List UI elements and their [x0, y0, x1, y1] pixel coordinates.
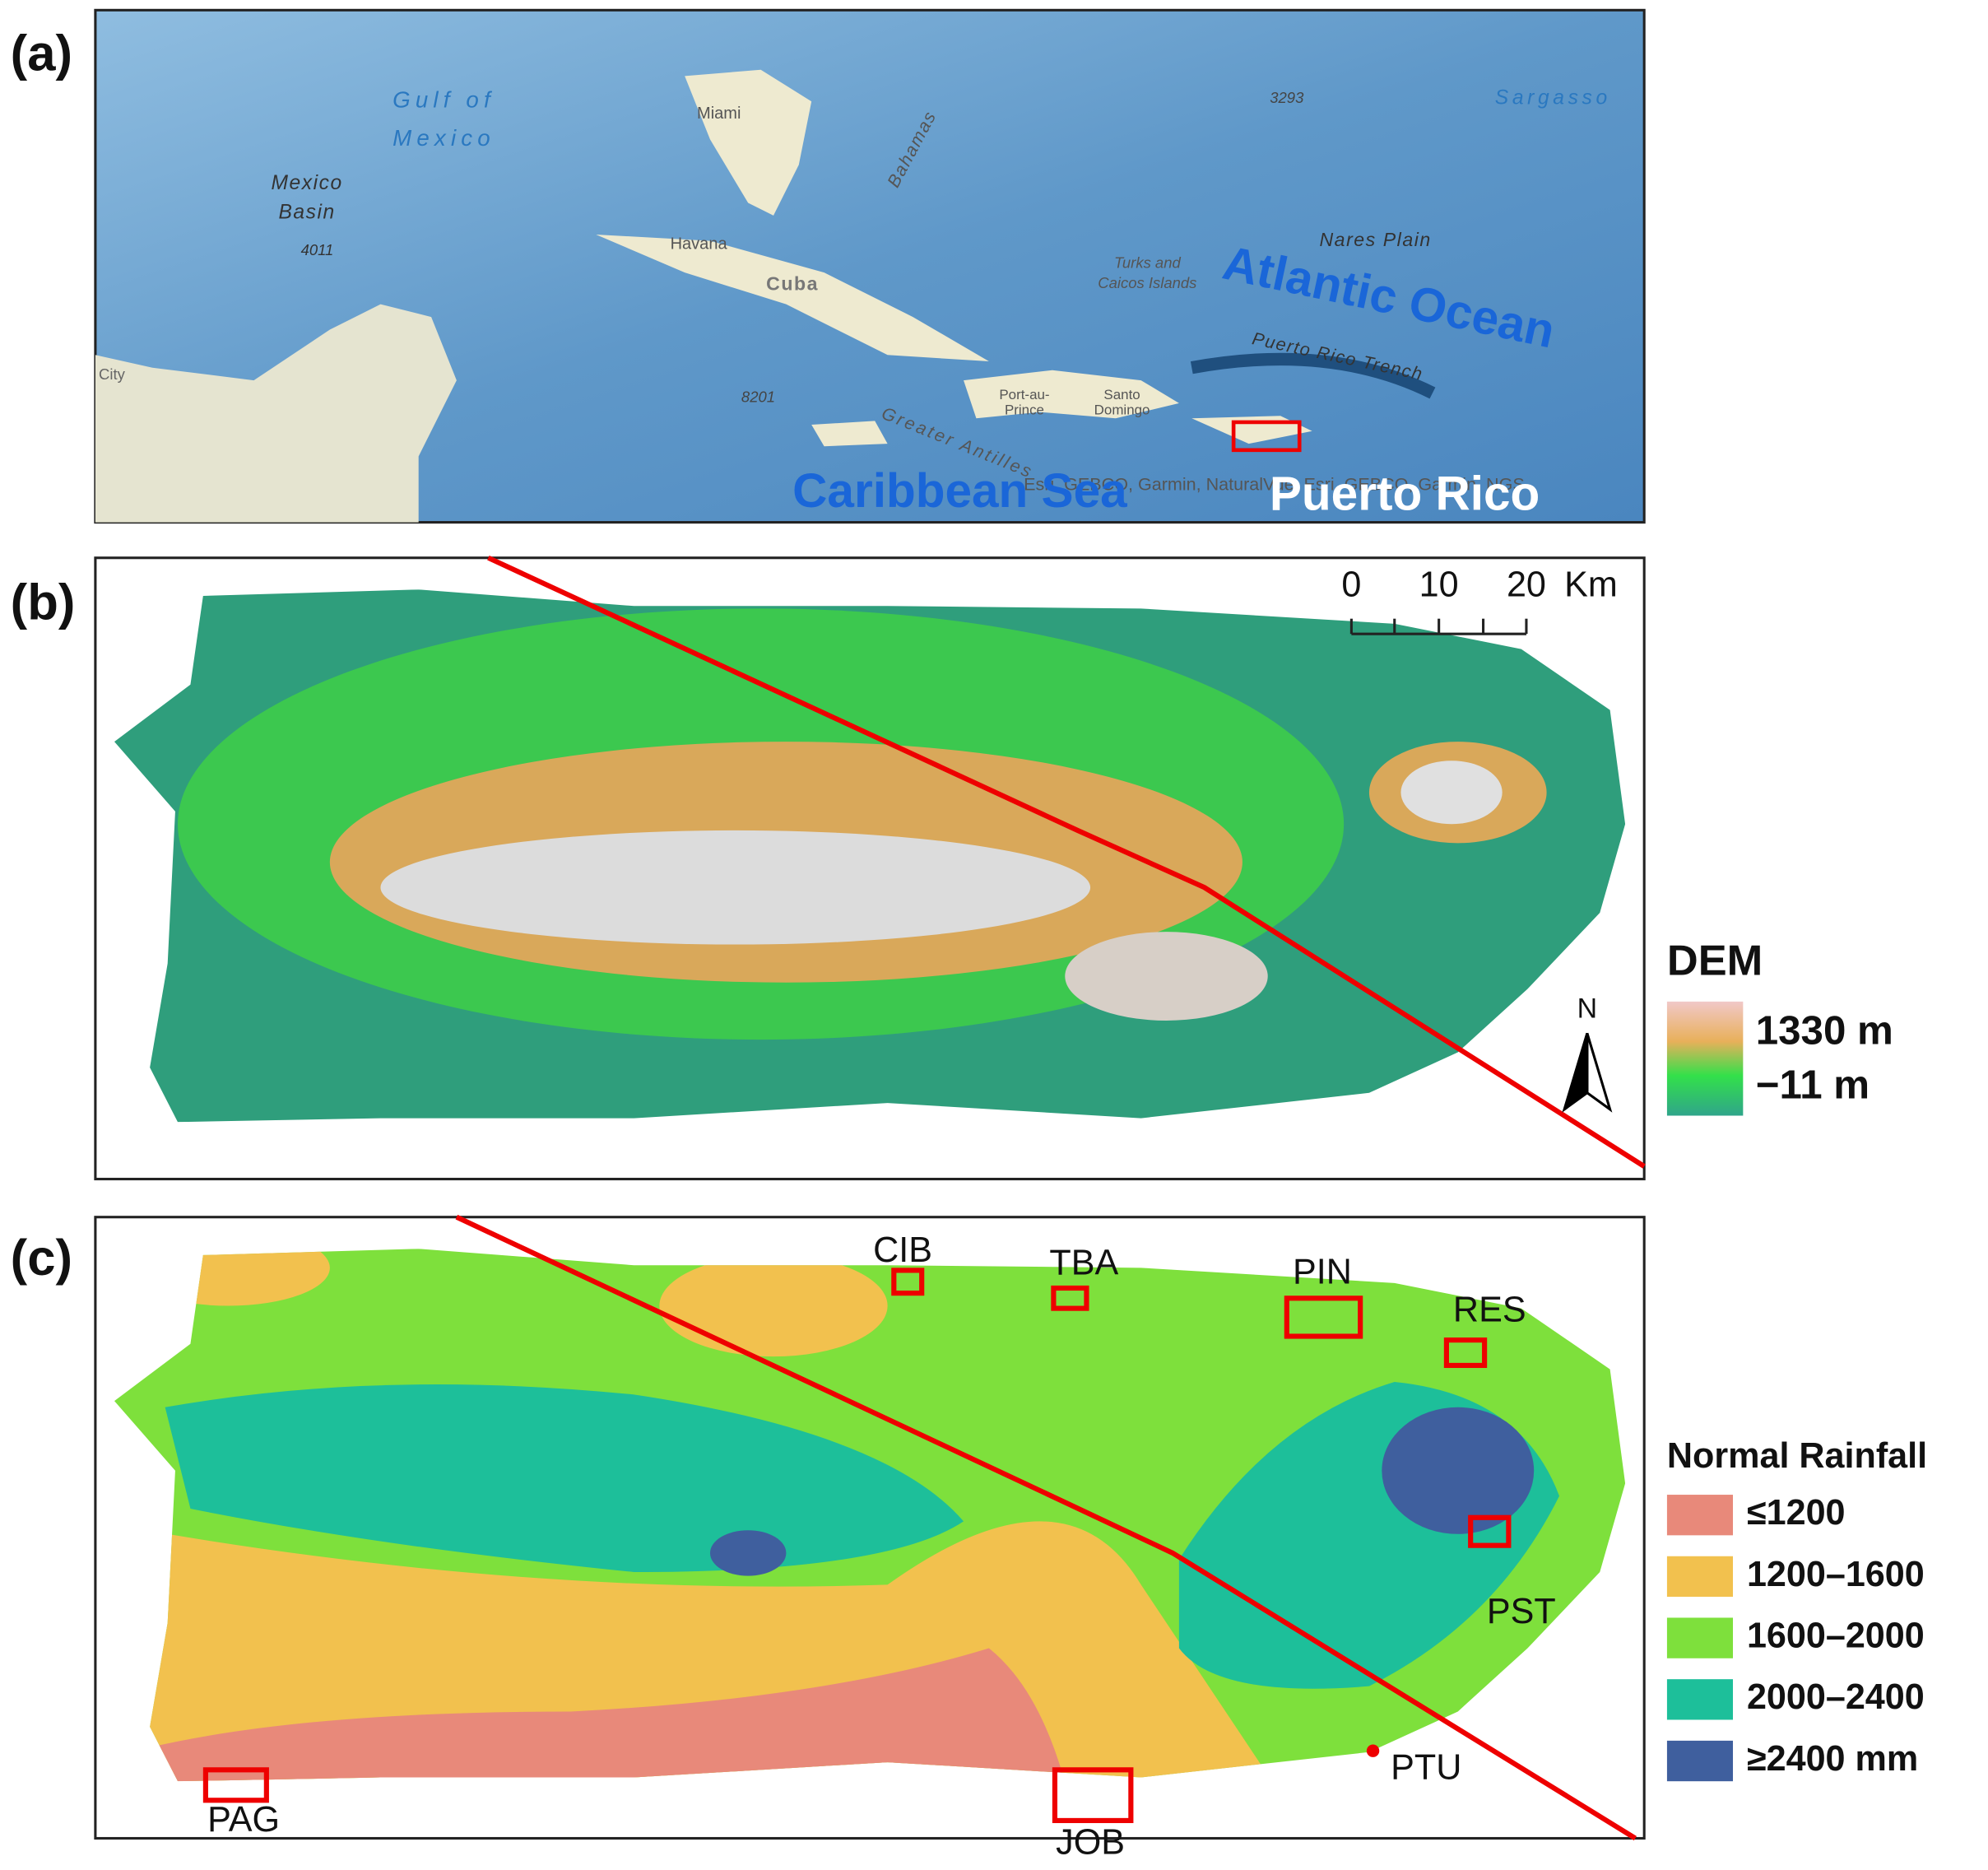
panel-a	[94, 8, 1646, 524]
legend-swatch	[1666, 1617, 1734, 1658]
place-name: Mexico	[272, 172, 343, 194]
legend-label: 1600–2000	[1747, 1616, 1925, 1656]
station-label: PAG	[207, 1800, 280, 1840]
land	[685, 69, 812, 216]
station-label: RES	[1453, 1291, 1526, 1330]
dem-peaks	[1065, 932, 1268, 1021]
station-label: JOB	[1056, 1823, 1125, 1863]
place-name: Santo	[1103, 387, 1140, 402]
legend-swatch	[1666, 1679, 1734, 1720]
legend-swatch	[1666, 1740, 1734, 1782]
rain-zone	[1382, 1407, 1535, 1534]
scale-unit: Km	[1564, 565, 1618, 605]
land	[95, 304, 457, 523]
place-name: 3293	[1270, 89, 1304, 106]
place-name: 4011	[301, 241, 334, 258]
place-name: Caicos Islands	[1098, 274, 1196, 291]
place-name: Cuba	[766, 273, 819, 295]
dem-colorbar	[1666, 1001, 1744, 1116]
station-marker	[1468, 1514, 1512, 1548]
station-label: PIN	[1293, 1252, 1352, 1291]
legend-label: ≤1200	[1747, 1493, 1846, 1533]
place-name: Havana	[671, 235, 728, 254]
station-marker	[1443, 1337, 1488, 1369]
station-label: CIB	[873, 1230, 932, 1270]
place-name: Domingo	[1094, 402, 1150, 418]
rain-zone	[709, 1530, 787, 1576]
legend-title: Normal Rainfall	[1667, 1436, 1927, 1476]
locator-box	[1231, 420, 1302, 453]
panel-b: 0 10 20 Km	[94, 555, 1744, 1181]
place-name: Gulf of	[392, 87, 495, 113]
dem-peaks	[380, 830, 1091, 945]
place-name: Port-au-	[999, 387, 1049, 402]
legend-label: 1200–1600	[1747, 1555, 1925, 1594]
place-name: Nares Plain	[1319, 229, 1431, 250]
north-arrow	[1562, 1032, 1589, 1113]
panel-label: (b)	[11, 574, 76, 631]
panel-label: (a)	[11, 26, 72, 82]
station-label: PTU	[1391, 1748, 1461, 1788]
transect-line	[455, 1214, 1637, 1841]
station-marker	[1284, 1296, 1363, 1339]
legend-label: ≥2400 mm	[1747, 1739, 1918, 1779]
place-name: Esri, GEBCO, Garmin, NaturalVue, Esri, G…	[1024, 474, 1525, 495]
place-name: Basin	[278, 201, 335, 223]
scale-label: 10	[1419, 565, 1459, 605]
north-label: N	[1577, 993, 1597, 1025]
land	[811, 421, 888, 447]
station-marker	[1366, 1744, 1380, 1757]
place-name: Prince	[1005, 402, 1044, 418]
panel-c	[94, 1214, 1646, 1841]
legend-label: 2000–2400	[1747, 1677, 1925, 1717]
place-name: Miami	[697, 105, 741, 123]
legend-swatch	[1666, 1495, 1734, 1536]
place-name: Caribbean Sea	[792, 464, 1127, 518]
station-marker	[202, 1767, 269, 1803]
legend-title: DEM	[1667, 937, 1763, 984]
place-name: 8201	[741, 388, 775, 406]
land	[596, 234, 989, 361]
place-name: Puerto Rico	[1270, 467, 1540, 520]
transect-line	[487, 555, 1646, 1169]
place-name: City	[99, 365, 126, 383]
station-label: TBA	[1049, 1244, 1118, 1283]
legend-min: −11 m	[1756, 1063, 1870, 1108]
panel-label: (c)	[11, 1230, 72, 1286]
scale-bar: 0 10 20 Km	[1341, 565, 1618, 635]
scale-label: 20	[1507, 565, 1546, 605]
scale-label: 0	[1341, 565, 1361, 605]
station-marker	[1051, 1285, 1089, 1311]
rainfall-map	[114, 1249, 1626, 1782]
trench	[1190, 352, 1436, 399]
rain-zone	[165, 1384, 964, 1573]
legend-max: 1330 m	[1756, 1007, 1893, 1053]
rain-zone	[659, 1254, 888, 1357]
station-label: PST	[1487, 1592, 1556, 1631]
place-name: Sargasso	[1495, 87, 1611, 109]
place-name: Turks and	[1114, 254, 1181, 271]
legend-swatch	[1666, 1556, 1734, 1598]
place-name: Mexico	[392, 125, 495, 151]
rain-zone	[114, 1648, 1078, 1782]
dem-peaks	[1400, 761, 1503, 825]
station-marker	[1052, 1767, 1134, 1824]
land	[964, 370, 1179, 419]
station-marker	[891, 1268, 925, 1296]
